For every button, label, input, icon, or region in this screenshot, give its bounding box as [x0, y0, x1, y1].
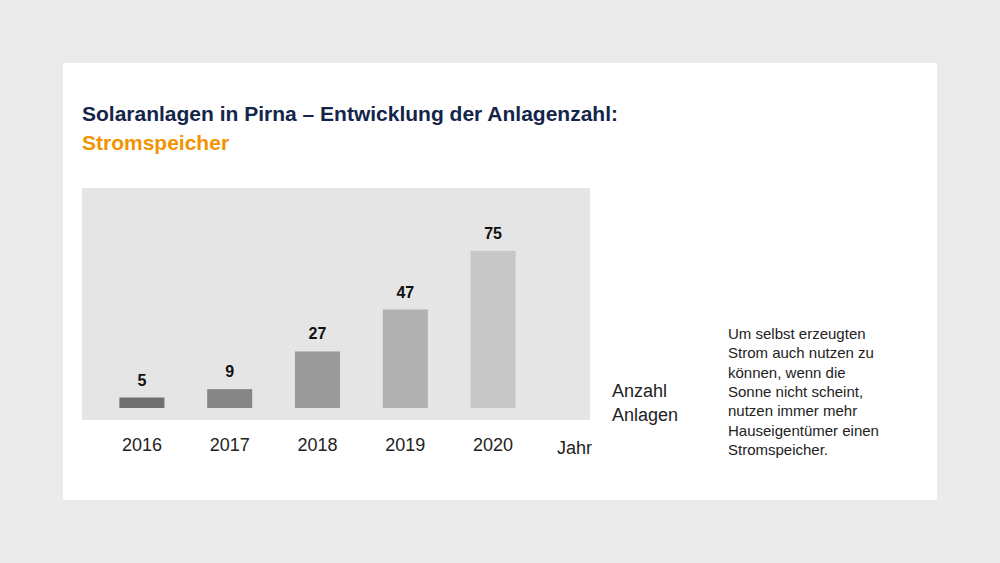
x-tick-label: 2020 [473, 435, 513, 455]
annotation-line: Stromspeicher. [728, 441, 828, 458]
x-tick: 2017 [210, 420, 250, 455]
annotation-line: Sonne nicht scheint, [728, 383, 863, 400]
bar [295, 351, 340, 408]
data-label: 5 [137, 372, 146, 389]
annotation-line: nutzen immer mehr [728, 402, 857, 419]
plot-area [82, 188, 590, 420]
annotation-line: Strom auch nutzen zu [728, 344, 874, 361]
x-tick: 2019 [385, 420, 425, 455]
bar [207, 389, 252, 408]
title: Solaranlagen in Pirna – Entwicklung der … [82, 102, 618, 125]
bar [471, 251, 516, 408]
x-tick: 2020 [473, 420, 513, 455]
x-tick-label: 2018 [297, 435, 337, 455]
data-label: 27 [309, 325, 327, 342]
bar [383, 310, 428, 408]
data-labels: 5 9 27 47 75 [137, 225, 502, 389]
data-label: 9 [225, 363, 234, 380]
bars [119, 251, 515, 408]
data-label: 47 [396, 284, 414, 301]
chart: Solaranlagen in Pirna – Entwicklung der … [0, 0, 1000, 563]
x-axis: 2016 2017 2018 2019 2020 [122, 420, 513, 455]
y-axis-title: AnzahlAnlagen [612, 381, 678, 425]
subtitle: Stromspeicher [82, 131, 229, 154]
annotation-line: Hauseigentümer einen [728, 422, 879, 439]
data-label: 75 [484, 225, 502, 242]
annotation: Um selbst erzeugten Strom auch nutzen zu k… [728, 325, 879, 458]
x-axis-title: Jahr [557, 438, 592, 458]
bar [119, 398, 164, 408]
page-background [0, 0, 1000, 563]
x-tick-label: 2017 [210, 435, 250, 455]
card [63, 63, 937, 500]
x-tick-label: 2019 [385, 435, 425, 455]
x-tick: 2016 [122, 420, 162, 455]
annotation-line: Um selbst erzeugten [728, 325, 866, 342]
x-tick: 2018 [297, 420, 337, 455]
annotation-line: können, wenn die [728, 364, 846, 381]
x-tick-label: 2016 [122, 435, 162, 455]
